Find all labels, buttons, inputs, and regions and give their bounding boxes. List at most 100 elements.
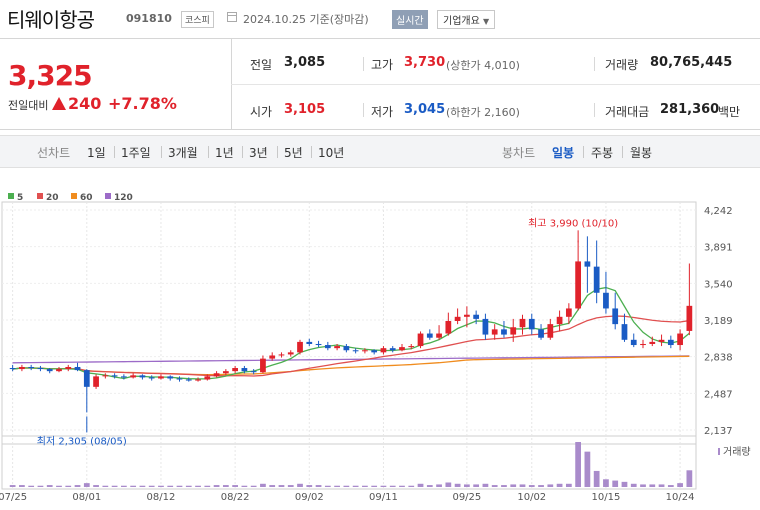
stock-code: 091810 [126, 12, 172, 25]
candle [436, 333, 442, 338]
divider [622, 146, 623, 158]
volume-bar [658, 484, 665, 487]
line-chart-label: 선차트 [37, 146, 71, 160]
legend-ma60: 60 [71, 193, 93, 203]
candle [93, 376, 99, 387]
volume-bar [343, 485, 350, 487]
x-tick-label: 08/01 [72, 492, 101, 503]
volume-bar [417, 483, 424, 487]
candle [565, 308, 572, 317]
open-label: 시가 [250, 105, 273, 119]
candle-tab-weekly[interactable]: 주봉 [591, 146, 614, 160]
divider [242, 146, 243, 158]
candle [556, 316, 563, 325]
candle [185, 379, 192, 381]
volume-bar [241, 485, 248, 487]
high-value: 3,730 [404, 55, 446, 70]
volume-bar [158, 485, 164, 487]
period-tab[interactable]: 10년 [318, 146, 345, 160]
y-tick-label: 4,242 [704, 206, 733, 217]
volume-bar [65, 485, 72, 487]
candle [278, 354, 285, 356]
chevron-down-icon: ▼ [483, 17, 490, 26]
volume-bar [74, 485, 81, 487]
volume-bar [538, 485, 544, 487]
candle [83, 370, 90, 387]
calendar-icon [227, 12, 237, 22]
period-tab[interactable]: 1일 [87, 146, 106, 160]
volume-bar [408, 485, 415, 487]
volume-bar [56, 485, 62, 487]
candle [640, 343, 646, 346]
candle [677, 333, 683, 346]
volume-bar [19, 485, 25, 487]
period-tab[interactable]: 1주일 [121, 146, 151, 160]
company-info-label: 기업개요 [443, 16, 480, 27]
legend-swatch [71, 193, 77, 199]
volume-bar [686, 470, 693, 487]
volume-bar [547, 484, 554, 487]
volume-value: 80,765,445 [650, 55, 733, 70]
candle [130, 375, 137, 378]
volume-bar [334, 485, 340, 487]
candle [501, 329, 507, 335]
candle [658, 339, 665, 342]
volume-bar [37, 485, 44, 487]
y-tick-label: 2,838 [704, 353, 733, 364]
realtime-button[interactable]: 실시간 [392, 10, 428, 29]
lower-limit: (하한가 2,160) [446, 106, 520, 119]
divider [363, 103, 364, 117]
divider [594, 103, 595, 117]
volume-bar [436, 484, 442, 487]
candle [593, 266, 600, 293]
volume-bar [315, 485, 322, 487]
candle [649, 341, 656, 344]
candle [612, 308, 619, 325]
candle [667, 339, 674, 346]
candle [19, 366, 25, 370]
candle [102, 375, 109, 377]
period-tab[interactable]: 3개월 [168, 146, 198, 160]
volume-bar [167, 485, 174, 487]
candle [9, 368, 16, 370]
volume-bar [204, 485, 211, 487]
candle [334, 346, 340, 349]
candle-tab-daily[interactable]: 일봉 [552, 146, 575, 160]
period-tab[interactable]: 5년 [284, 146, 303, 160]
candle [362, 350, 368, 352]
volume-bar [324, 485, 331, 487]
candle [56, 369, 62, 372]
low-value: 3,045 [404, 102, 446, 117]
x-tick-label: 08/22 [221, 492, 250, 503]
volume-bar [528, 485, 535, 487]
candle [445, 320, 452, 334]
candle [473, 314, 480, 319]
candle [584, 261, 591, 267]
candle [454, 316, 461, 321]
current-price: 3,325 [8, 59, 93, 92]
ma5-line [12, 286, 690, 380]
candle [371, 350, 378, 353]
candle [510, 327, 517, 335]
candle-chart-label: 봉차트 [502, 146, 536, 160]
divider [208, 146, 209, 158]
volume-bar [426, 485, 433, 487]
company-info-button[interactable]: 기업개요 ▼ [437, 10, 496, 29]
candle-tab-monthly[interactable]: 월봉 [630, 146, 653, 160]
y-tick-label: 2,137 [704, 426, 733, 437]
volume-bar [399, 485, 405, 487]
period-tab[interactable]: 3년 [249, 146, 268, 160]
high-label: 고가 [371, 58, 394, 72]
candle [343, 346, 350, 351]
legend-swatch [105, 193, 111, 199]
upper-limit: (상한가 4,010) [446, 59, 520, 72]
candle [111, 375, 118, 377]
candle [121, 376, 127, 378]
volume-bar [575, 442, 581, 487]
candle [195, 379, 201, 381]
period-tab[interactable]: 1년 [215, 146, 234, 160]
candle [352, 350, 359, 352]
candle [46, 369, 53, 372]
x-tick-label: 09/02 [295, 492, 324, 503]
